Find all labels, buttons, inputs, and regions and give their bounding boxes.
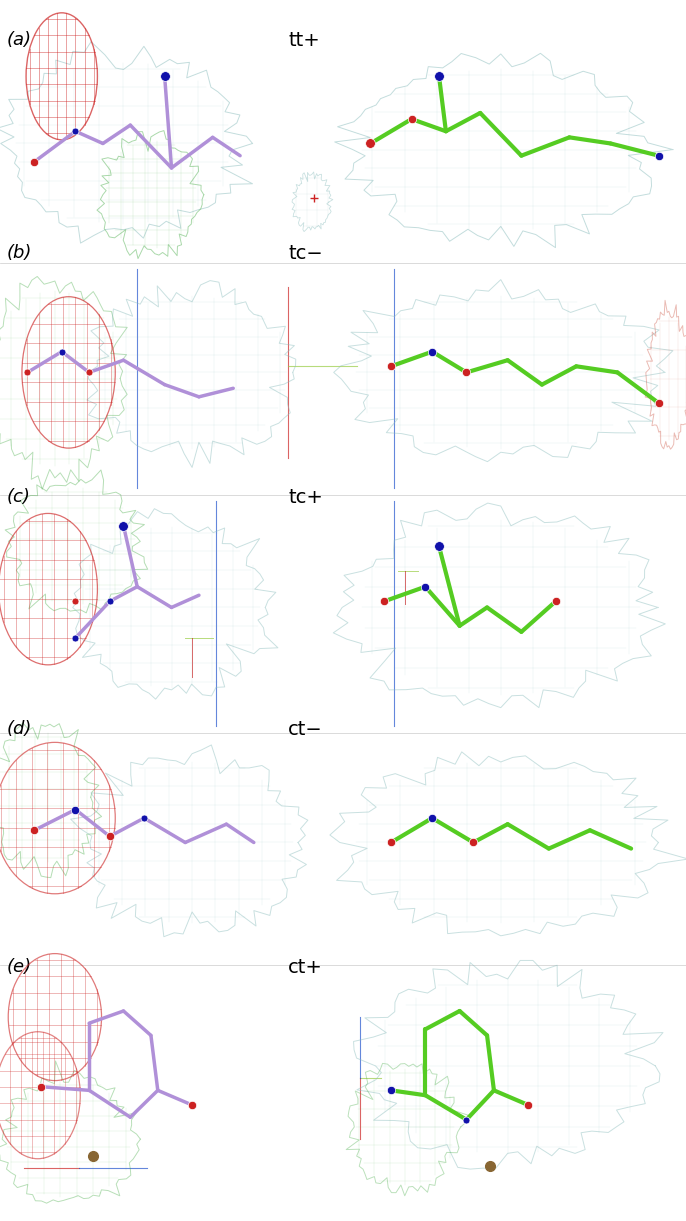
Text: (c): (c)	[7, 488, 31, 507]
Text: tc−: tc−	[288, 244, 323, 264]
Text: ct−: ct−	[288, 720, 323, 740]
Text: ct+: ct+	[288, 958, 323, 978]
Text: (a): (a)	[7, 31, 32, 49]
Text: tt+: tt+	[288, 31, 320, 50]
Text: tc+: tc+	[288, 488, 323, 508]
Text: (e): (e)	[7, 958, 32, 977]
Text: (d): (d)	[7, 720, 32, 739]
Text: (b): (b)	[7, 244, 32, 263]
